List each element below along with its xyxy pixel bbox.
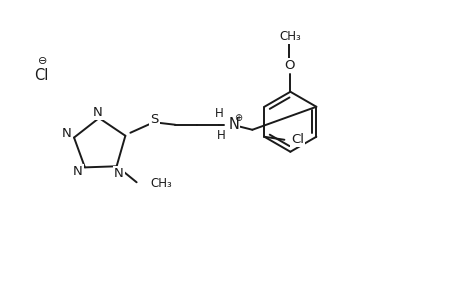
Text: Cl: Cl (34, 68, 48, 82)
Text: Cl: Cl (290, 133, 303, 146)
Text: ⊖: ⊖ (38, 56, 48, 66)
Text: ⊕: ⊕ (234, 113, 242, 123)
Text: N: N (93, 106, 103, 118)
Text: N: N (62, 127, 72, 140)
Text: S: S (150, 113, 158, 126)
Text: N: N (73, 165, 83, 178)
Text: N: N (113, 167, 123, 180)
Text: CH₃: CH₃ (279, 30, 301, 43)
Text: H: H (214, 107, 223, 120)
Text: O: O (284, 59, 294, 72)
Text: CH₃: CH₃ (150, 177, 172, 190)
Text: H: H (217, 129, 225, 142)
Text: N: N (228, 117, 239, 132)
